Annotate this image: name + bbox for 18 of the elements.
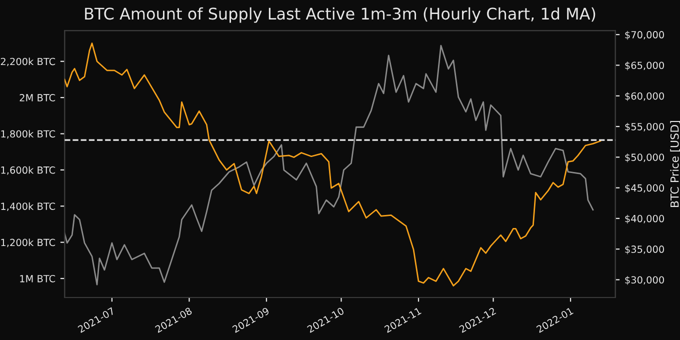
y2-tick-label: $40,000 [625, 214, 664, 224]
y2-tick-label: $35,000 [625, 245, 664, 254]
y-tick-label: 1M BTC [20, 274, 56, 282]
chart-title: BTC Amount of Supply Last Active 1m-3m (Hourly Chart, 1d MA) [85, 7, 596, 23]
y-tick-label: 1,400k BTC [1, 202, 56, 211]
y2-tick-label: $50,000 [625, 153, 664, 162]
y-tick-label: 1,600k BTC [1, 166, 56, 175]
y-tick-label: 2M BTC [20, 94, 56, 102]
y2-tick-label: $55,000 [625, 122, 664, 132]
y-tick-label: 1,800k BTC [1, 130, 56, 139]
y2-tick-label: $70,000 [625, 30, 664, 40]
y2-tick-label: $60,000 [625, 92, 664, 101]
y2-tick-label: $65,000 [625, 62, 664, 70]
y-tick-label: 1,200k BTC [1, 238, 56, 248]
y2-tick-label: $45,000 [625, 184, 664, 193]
y2-tick-label: $30,000 [625, 276, 664, 285]
y2-axis-title: BTC Price [USD] [670, 120, 680, 208]
y-tick-label: 2,200k BTC [0, 58, 56, 66]
